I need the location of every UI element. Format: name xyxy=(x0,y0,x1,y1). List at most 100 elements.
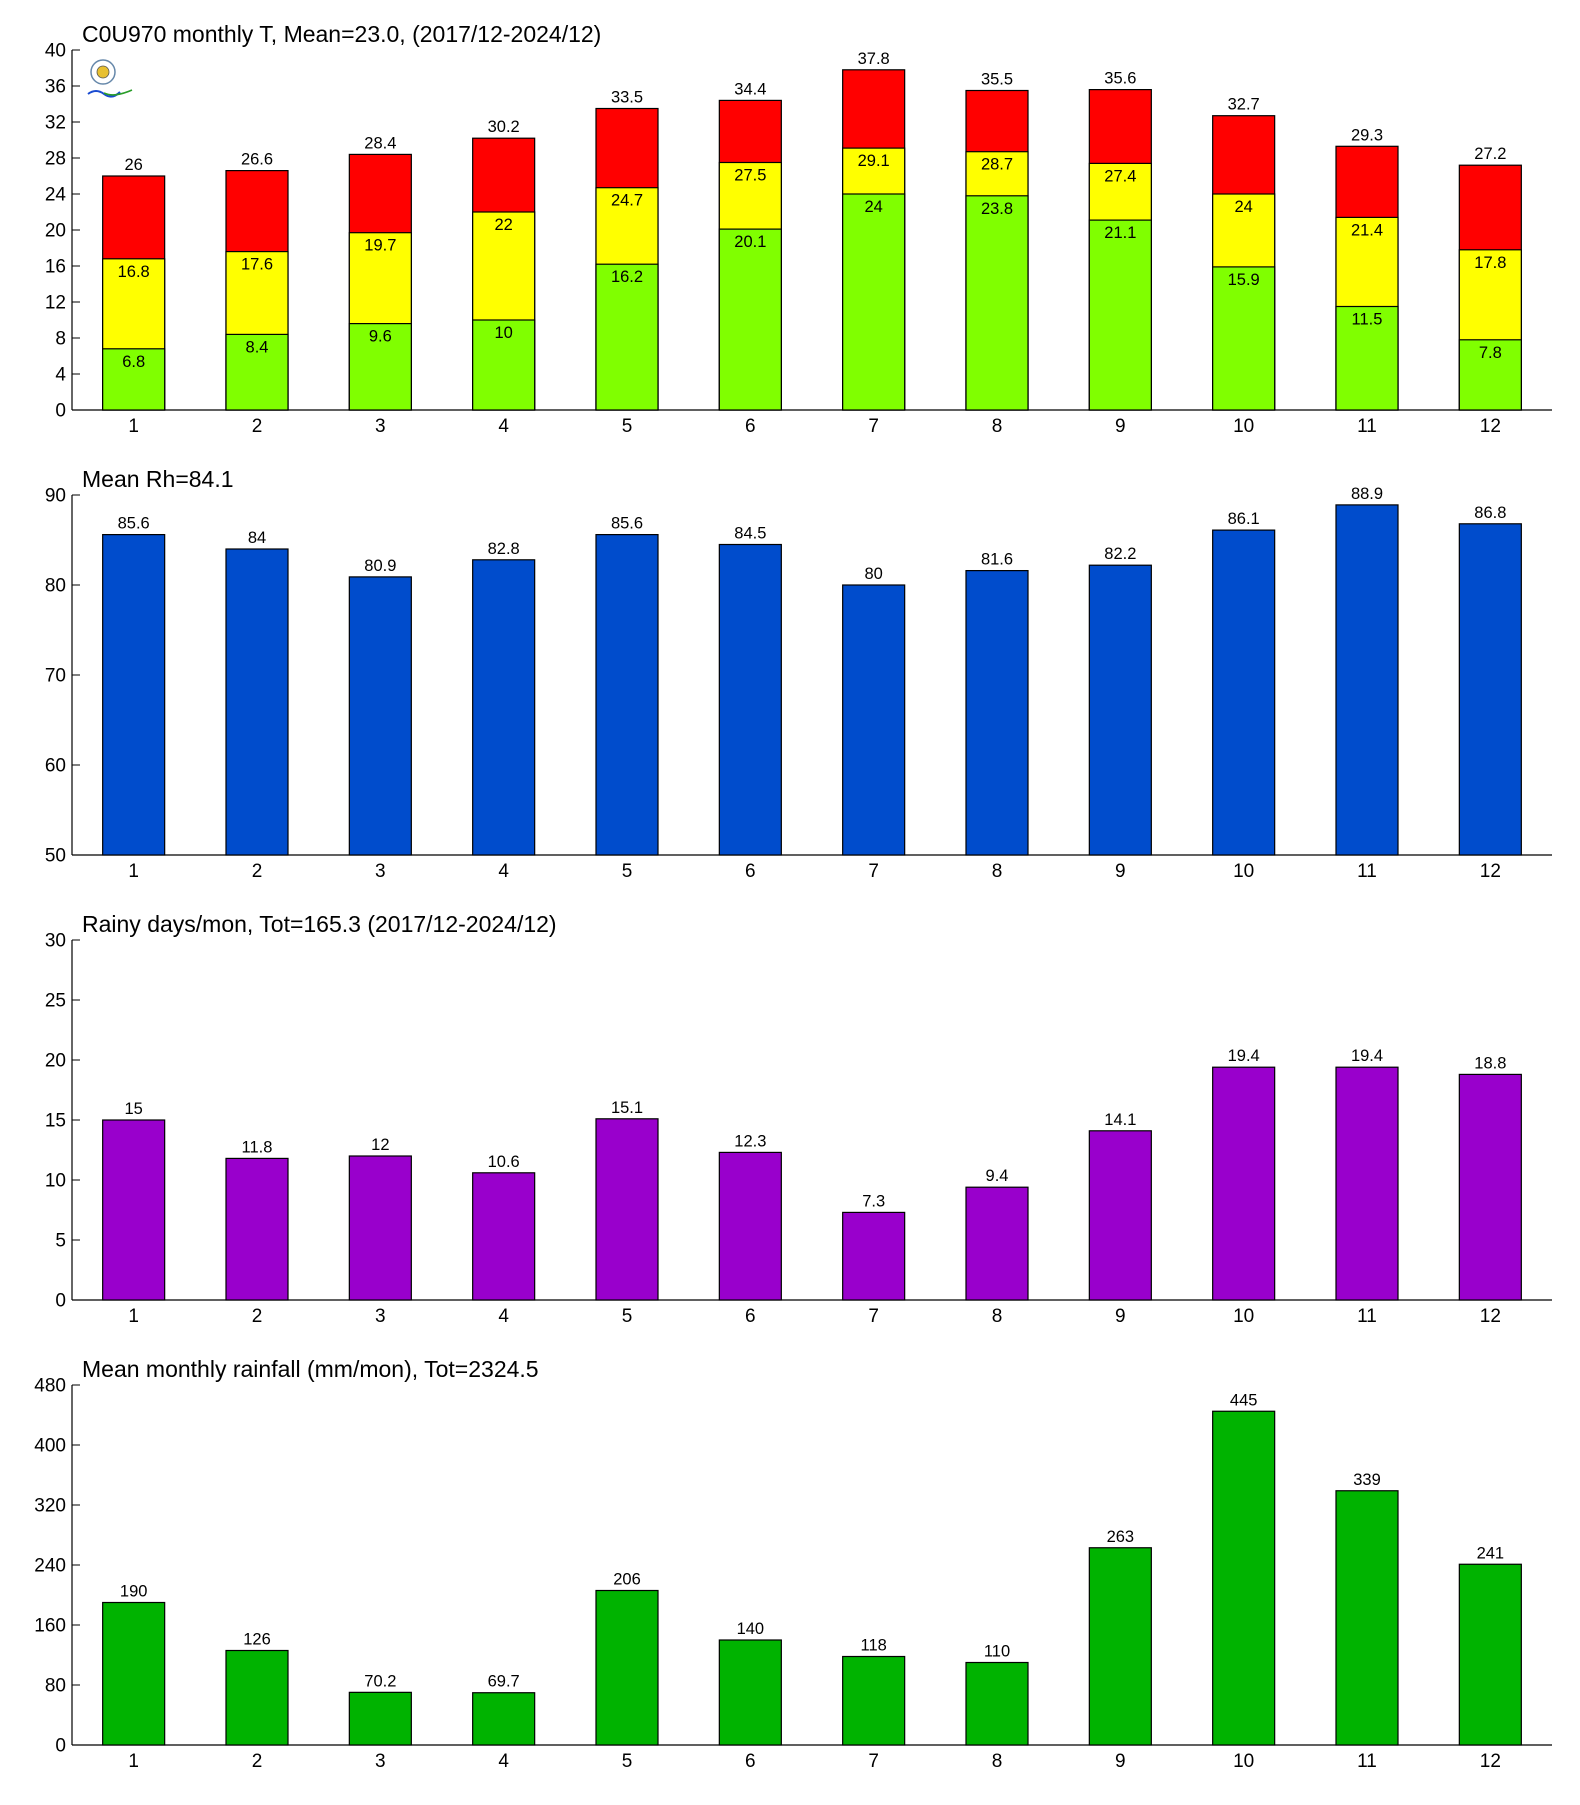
bar xyxy=(472,1692,536,1746)
data-label-tmean: 16.8 xyxy=(118,263,150,281)
y-tick-label: 25 xyxy=(45,991,66,1012)
bar xyxy=(1458,523,1522,856)
data-label-tmax: 35.6 xyxy=(1104,70,1136,88)
data-label-tmin: 7.8 xyxy=(1479,344,1502,362)
data-label: 85.6 xyxy=(118,515,150,533)
bar xyxy=(472,1172,536,1301)
data-label-tmax: 27.2 xyxy=(1474,145,1506,163)
data-label-tmin: 8.4 xyxy=(246,338,269,356)
x-tick-label: 12 xyxy=(1480,1751,1501,1772)
x-tick-label: 5 xyxy=(622,861,633,882)
x-tick-label: 2 xyxy=(252,416,263,437)
data-label-tmean: 28.7 xyxy=(981,156,1013,174)
x-tick-label: 5 xyxy=(622,1306,633,1327)
bar xyxy=(225,1649,289,1746)
chart-title: Mean Rh=84.1 xyxy=(82,466,234,492)
x-tick-label: 4 xyxy=(498,1751,509,1772)
y-tick-label: 80 xyxy=(45,576,66,597)
x-tick-label: 7 xyxy=(868,416,879,437)
bar xyxy=(1335,1490,1399,1746)
x-tick-label: 11 xyxy=(1357,861,1377,882)
bar xyxy=(718,1639,782,1746)
bar xyxy=(348,576,412,856)
x-tick-label: 12 xyxy=(1480,861,1501,882)
data-label: 88.9 xyxy=(1351,485,1383,503)
y-tick-label: 4 xyxy=(55,365,66,386)
x-tick-label: 2 xyxy=(252,861,263,882)
x-tick-label: 10 xyxy=(1233,1306,1254,1327)
data-label: 81.6 xyxy=(981,551,1013,569)
x-tick-label: 4 xyxy=(498,1306,509,1327)
x-tick-label: 12 xyxy=(1480,416,1501,437)
data-label-tmin: 10 xyxy=(494,324,512,342)
data-label-tmean: 27.4 xyxy=(1104,167,1136,185)
bar xyxy=(1335,504,1399,856)
data-label-tmean: 22 xyxy=(494,216,512,234)
bar xyxy=(595,1118,659,1301)
x-tick-label: 6 xyxy=(745,1751,756,1772)
bar xyxy=(1212,529,1276,856)
y-tick-label: 400 xyxy=(34,1436,66,1457)
data-label-tmin: 23.8 xyxy=(981,200,1013,218)
x-tick-label: 8 xyxy=(992,1306,1003,1327)
x-tick-label: 9 xyxy=(1115,416,1126,437)
bar xyxy=(842,584,906,856)
data-label-tmax: 26 xyxy=(124,156,142,174)
data-label-tmean: 21.4 xyxy=(1351,221,1383,239)
data-label: 84.5 xyxy=(734,525,766,543)
data-label: 70.2 xyxy=(364,1672,396,1690)
x-tick-label: 7 xyxy=(868,1751,879,1772)
y-tick-label: 15 xyxy=(45,1111,66,1132)
bar xyxy=(1458,1563,1522,1746)
bar xyxy=(1212,1410,1276,1746)
bar xyxy=(718,1151,782,1301)
x-tick-label: 9 xyxy=(1115,1306,1126,1327)
y-tick-label: 5 xyxy=(55,1231,66,1252)
y-tick-label: 10 xyxy=(45,1171,66,1192)
y-tick-label: 16 xyxy=(45,257,66,278)
y-tick-label: 20 xyxy=(45,221,66,242)
y-tick-label: 160 xyxy=(34,1616,66,1637)
data-label-tmax: 34.4 xyxy=(734,80,766,98)
data-label-tmin: 6.8 xyxy=(122,353,145,371)
data-label-tmax: 29.3 xyxy=(1351,126,1383,144)
bar xyxy=(348,1155,412,1301)
data-label: 82.2 xyxy=(1104,545,1136,563)
bar xyxy=(595,1589,659,1746)
x-tick-label: 11 xyxy=(1357,1751,1377,1772)
data-label-tmin: 16.2 xyxy=(611,268,643,286)
data-label: 7.3 xyxy=(862,1192,885,1210)
data-label: 19.4 xyxy=(1351,1047,1383,1065)
data-label: 206 xyxy=(613,1571,641,1589)
bar xyxy=(965,1661,1029,1746)
x-tick-label: 8 xyxy=(992,861,1003,882)
bar xyxy=(1088,1130,1152,1301)
data-label: 140 xyxy=(737,1620,765,1638)
x-tick-label: 3 xyxy=(375,416,386,437)
bar-tmin xyxy=(472,319,536,411)
data-label-tmean: 24.7 xyxy=(611,192,643,210)
data-label: 11.8 xyxy=(242,1138,273,1156)
bar-tmin xyxy=(1212,266,1276,411)
data-label-tmax: 30.2 xyxy=(488,118,520,136)
data-label: 84 xyxy=(248,529,266,547)
x-tick-label: 11 xyxy=(1357,416,1377,437)
x-tick-label: 3 xyxy=(375,861,386,882)
data-label-tmin: 11.5 xyxy=(1352,311,1383,329)
bar xyxy=(1212,1066,1276,1301)
bar-tmin xyxy=(965,195,1029,411)
data-label: 9.4 xyxy=(986,1167,1009,1185)
data-label: 85.6 xyxy=(611,515,643,533)
y-tick-label: 60 xyxy=(45,756,66,777)
y-tick-label: 28 xyxy=(45,149,66,170)
data-label: 126 xyxy=(243,1631,271,1649)
data-label-tmin: 20.1 xyxy=(734,233,766,251)
x-tick-label: 6 xyxy=(745,861,756,882)
y-tick-label: 50 xyxy=(45,846,66,867)
bar xyxy=(225,548,289,856)
data-label: 80.9 xyxy=(364,557,396,575)
data-label-tmean: 27.5 xyxy=(734,167,766,185)
x-tick-label: 4 xyxy=(498,416,509,437)
